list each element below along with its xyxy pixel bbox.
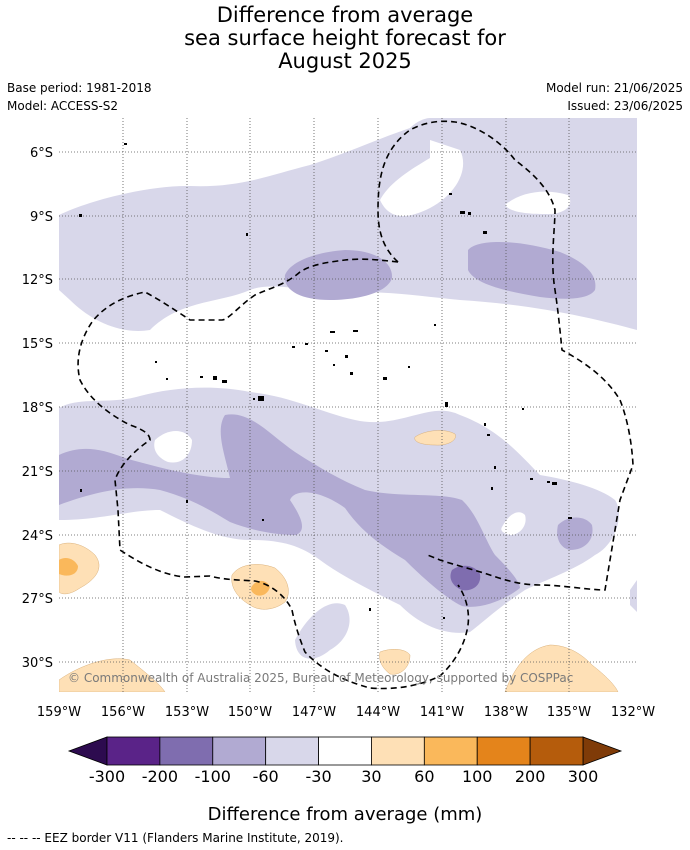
lat-tick: 9°S <box>30 210 53 225</box>
colorbar-tick: 300 <box>568 767 599 786</box>
colorbar-segment <box>529 736 584 766</box>
lon-tick: 156°W <box>101 705 145 720</box>
title-line-2: sea surface height forecast for <box>184 26 506 50</box>
colorbar-tick: -300 <box>89 767 125 786</box>
anomaly-band-dark-negative <box>450 565 481 591</box>
colorbar-tick: 100 <box>462 767 493 786</box>
colorbar-segments <box>106 736 584 766</box>
colorbar-tick: 30 <box>361 767 381 786</box>
model-run: Model run: 21/06/2025 <box>545 81 683 95</box>
lon-ticks: 159°W 156°W 153°W 150°W 147°W 144°W 141°… <box>37 705 655 720</box>
anomaly-band-medium-negative <box>59 241 596 607</box>
chart-title: Difference from average sea surface heig… <box>0 4 690 73</box>
lat-tick: 27°S <box>22 592 53 607</box>
colorbar-segment <box>159 736 214 766</box>
colorbar-segment <box>318 736 372 766</box>
lat-tick: 21°S <box>22 465 53 480</box>
issued-date: Issued: 23/06/2025 <box>567 99 683 113</box>
colorbar-extend-high <box>582 736 623 766</box>
meta-left: Base period: 1981-2018 Model: ACCESS-S2 <box>7 79 152 115</box>
lon-tick: 138°W <box>484 705 528 720</box>
lon-tick: 159°W <box>37 705 81 720</box>
lat-tick: 6°S <box>30 146 53 161</box>
base-period: Base period: 1981-2018 <box>7 81 152 95</box>
colorbar-extend-low <box>67 736 108 766</box>
colorbar-segment <box>106 736 161 766</box>
colorbar-tick: 200 <box>515 767 546 786</box>
colorbar-segment <box>423 736 478 766</box>
lon-tick: 144°W <box>356 705 400 720</box>
graticule <box>59 118 637 692</box>
colorbar-label: Difference from average (mm) <box>207 804 483 825</box>
lat-tick: 12°S <box>22 273 53 288</box>
lon-tick: 141°W <box>420 705 464 720</box>
copyright-notice: © Commonwealth of Australia 2025, Bureau… <box>68 671 573 685</box>
colorbar-tick: 60 <box>414 767 434 786</box>
lon-tick: 135°W <box>547 705 591 720</box>
meta-right: Model run: 21/06/2025 Issued: 23/06/2025 <box>546 79 683 115</box>
lon-tick: 132°W <box>611 705 655 720</box>
colorbar-tick: -60 <box>253 767 279 786</box>
title-line-1: Difference from average <box>216 3 474 27</box>
lat-tick: 24°S <box>22 529 53 544</box>
lon-tick: 147°W <box>292 705 336 720</box>
colorbar-tick: -100 <box>195 767 231 786</box>
lon-tick: 153°W <box>165 705 209 720</box>
colorbar-segment <box>265 736 319 766</box>
colorbar-tick: -200 <box>142 767 178 786</box>
islands <box>79 143 572 619</box>
lon-tick: 150°W <box>228 705 272 720</box>
colorbar-tick-labels: -300 -200 -100 -60 -30 30 60 100 200 300 <box>89 767 598 786</box>
colorbar-segment <box>371 736 425 766</box>
colorbar-segment <box>476 736 531 766</box>
lat-tick: 15°S <box>22 337 53 352</box>
map-figure: © Commonwealth of Australia 2025, Bureau… <box>22 118 655 786</box>
colorbar-tick: -30 <box>305 767 331 786</box>
title-line-3: August 2025 <box>278 49 412 73</box>
map-plot-area: © Commonwealth of Australia 2025, Bureau… <box>59 118 637 692</box>
colorbar: -300 -200 -100 -60 -30 30 60 100 200 300 <box>67 736 623 786</box>
anomaly-holes <box>154 140 571 535</box>
lat-tick: 18°S <box>22 401 53 416</box>
eez-border <box>77 120 634 690</box>
lat-tick: 30°S <box>22 656 53 671</box>
model-name: Model: ACCESS-S2 <box>7 99 119 113</box>
eez-footnote: -- -- -- EEZ border V11 (Flanders Marine… <box>7 831 344 845</box>
lat-ticks: 6°S 9°S 12°S 15°S 18°S 21°S 24°S 27°S 30… <box>22 146 53 671</box>
colorbar-segment <box>212 736 267 766</box>
